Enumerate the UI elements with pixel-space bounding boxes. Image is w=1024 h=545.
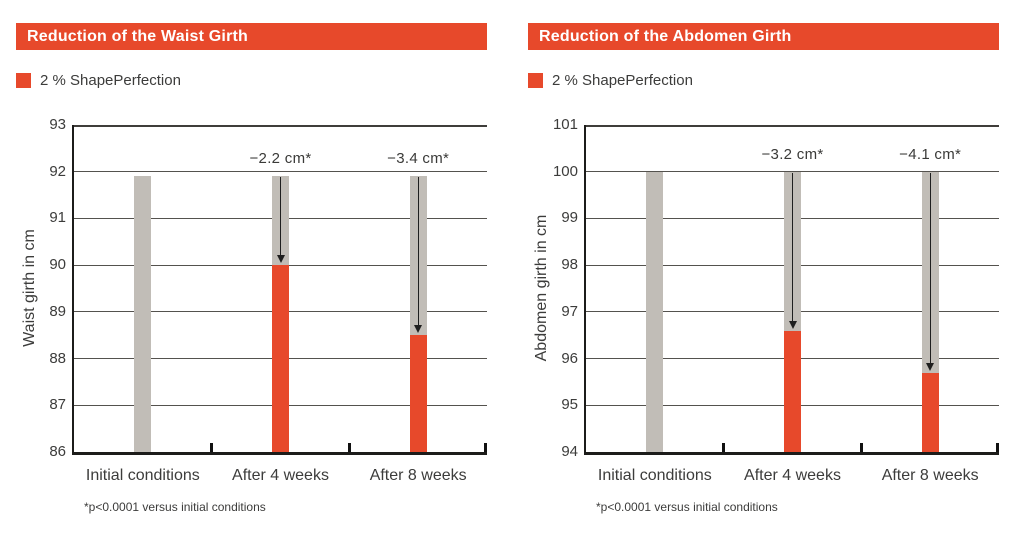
category-separator-tick <box>347 443 351 452</box>
reduction-arrow-line <box>792 172 793 321</box>
plot-area: 86 87 88 89 90 91 92 93 Initial conditions −2.2 c… <box>49 117 487 484</box>
y-tick-label: 96 <box>561 349 578 367</box>
y-tick-label: 97 <box>561 302 578 320</box>
category-separator-tick <box>859 443 863 452</box>
footnote: *p<0.0001 versus initial conditions <box>596 500 778 514</box>
chart-title-banner: Reduction of the Waist Girth <box>16 23 487 50</box>
y-tick-label: 87 <box>49 396 66 414</box>
plot-area: 94 95 96 97 98 99 100 101 Initial conditions −3.2… <box>553 117 999 484</box>
chart-title-banner: Reduction of the Abdomen Girth <box>528 23 999 50</box>
gridline-top <box>586 125 999 127</box>
reduction-arrow-line <box>417 177 419 326</box>
reduction-arrow-line <box>280 177 281 256</box>
y-tick-label: 99 <box>561 209 578 227</box>
treatment-bar <box>921 372 939 452</box>
x-tick-label: Initial conditions <box>85 467 200 484</box>
reduction-arrow-head <box>788 320 797 329</box>
reduction-annotation: −4.1 cm* <box>899 145 962 163</box>
treatment-bar <box>784 330 801 452</box>
reduction-arrow-line <box>929 172 931 363</box>
abdomen-girth-chart-panel: Reduction of the Abdomen Girth 2 % Shape… <box>512 0 1024 545</box>
baseline-bar <box>134 176 152 452</box>
treatment-bar <box>409 335 427 452</box>
axis-end-tick <box>484 443 487 452</box>
y-tick-label: 91 <box>49 209 66 227</box>
y-tick-label: 100 <box>552 162 578 180</box>
y-tick-label: 86 <box>49 443 66 460</box>
reduction-annotation: −3.2 cm* <box>761 145 824 163</box>
axis-end-tick <box>996 443 999 452</box>
y-tick-label: 88 <box>49 349 66 367</box>
y-tick-label: 94 <box>561 443 578 460</box>
y-tick-label: 101 <box>552 116 578 133</box>
chart-title: Reduction of the Waist Girth <box>27 27 248 45</box>
legend-swatch <box>16 72 31 88</box>
treatment-bar <box>272 265 289 452</box>
legend-label: 2 % ShapePerfection <box>552 71 693 89</box>
gridline <box>74 171 487 173</box>
y-axis-line <box>584 125 586 452</box>
x-tick-label: After 8 weeks <box>881 467 979 484</box>
gridline-top <box>74 125 487 127</box>
legend: 2 % ShapePerfection <box>528 71 693 89</box>
reduction-annotation: −2.2 cm* <box>249 150 312 168</box>
reduction-arrow-head <box>276 255 285 264</box>
baseline-bar <box>646 171 664 452</box>
gridline <box>586 171 999 173</box>
legend-swatch <box>528 72 543 88</box>
reduction-arrow-head <box>414 325 423 334</box>
waist-girth-chart-panel: Reduction of the Waist Girth 2 % ShapePe… <box>16 23 487 514</box>
y-tick-label: 98 <box>561 256 578 274</box>
reduction-arrow-head <box>926 362 935 371</box>
y-axis-title: Abdomen girth in cm <box>533 214 550 362</box>
x-axis-line <box>584 452 999 455</box>
category-separator-tick <box>722 443 726 452</box>
y-tick-label: 89 <box>49 302 66 320</box>
x-tick-label: After 4 weeks <box>232 467 329 484</box>
chart-title: Reduction of the Abdomen Girth <box>539 27 792 45</box>
legend-label: 2 % ShapePerfection <box>40 71 181 89</box>
legend: 2 % ShapePerfection <box>16 71 181 89</box>
category-separator-tick <box>210 443 214 452</box>
reduction-annotation: −3.4 cm* <box>387 150 450 168</box>
y-tick-label: 93 <box>49 116 66 133</box>
x-axis-line <box>72 452 487 455</box>
y-tick-label: 90 <box>49 256 66 274</box>
footnote: *p<0.0001 versus initial conditions <box>84 500 266 514</box>
y-tick-label: 92 <box>49 162 66 180</box>
x-tick-label: After 8 weeks <box>369 467 467 484</box>
x-tick-label: Initial conditions <box>597 467 712 484</box>
y-axis-line <box>72 125 74 452</box>
y-tick-label: 95 <box>561 396 578 414</box>
x-tick-label: After 4 weeks <box>744 467 841 484</box>
y-axis-title: Waist girth in cm <box>21 229 38 347</box>
